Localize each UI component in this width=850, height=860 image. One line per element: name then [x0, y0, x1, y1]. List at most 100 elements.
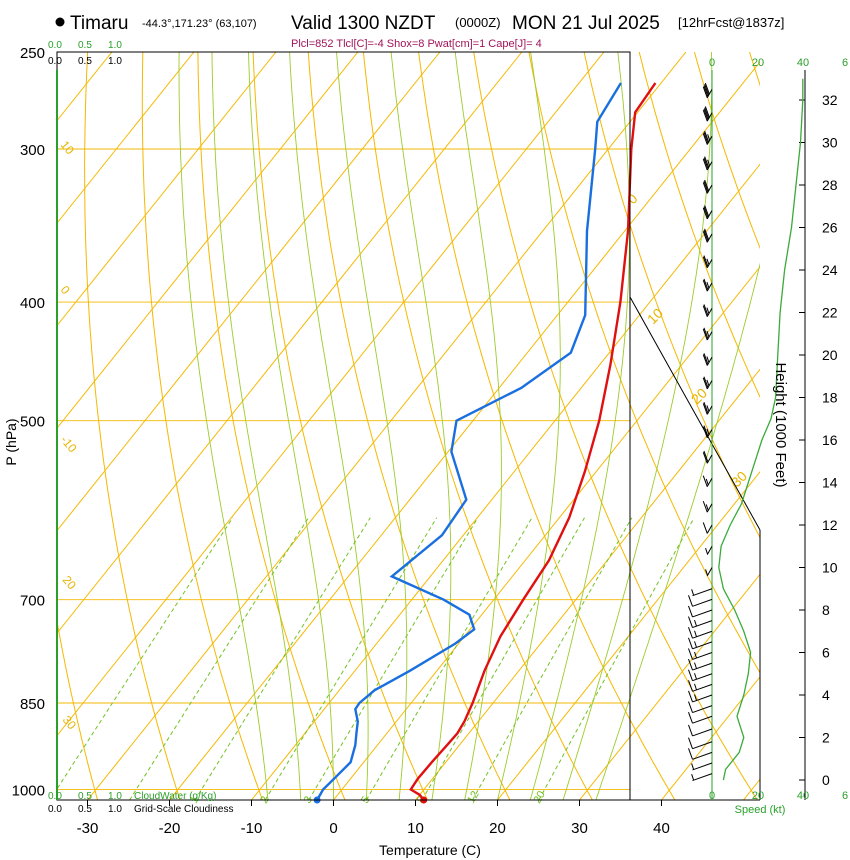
x-tick-label: 40 [653, 820, 670, 837]
barb-full-flag [703, 206, 709, 218]
height-tick-label: 12 [822, 517, 838, 533]
barb-full-flag [702, 377, 708, 390]
wind-barb [688, 701, 713, 714]
mixing-ratio-line [421, 517, 585, 800]
barb-half-flag [694, 619, 697, 627]
wind-barb [702, 402, 713, 415]
barb-full-flag [704, 84, 710, 96]
barb-staff [692, 715, 713, 724]
height-tick-label: 10 [822, 560, 838, 576]
barb-half-flag [705, 478, 709, 486]
height-tick-label: 24 [822, 262, 838, 278]
cloudiness-bottom-tick: 0.5 [78, 804, 92, 815]
barb-half-flag [707, 159, 711, 166]
barb-full-flag [702, 500, 708, 513]
header: Timaru -44.3°,171.23° (63,107) Valid 130… [55, 13, 784, 50]
mixing-ratio-line [57, 517, 234, 790]
barb-full-flag [702, 452, 708, 464]
zulu-time: (0000Z) [455, 15, 501, 30]
wind-barb [702, 500, 713, 513]
speed-top-tick: 0 [709, 57, 715, 69]
cloud-bottom-tick: 1.0 [108, 791, 122, 802]
barb-full-flag [703, 255, 709, 267]
height-tick-label: 2 [822, 730, 830, 746]
barb-staff [692, 609, 713, 618]
height-tick-label: 26 [822, 220, 838, 236]
cloudiness-bottom-tick: 0.0 [48, 804, 62, 815]
dry-adiabat-line [583, 52, 760, 539]
barb-staff [692, 751, 713, 760]
station-name: Timaru [70, 13, 128, 34]
barb-staff [692, 694, 713, 703]
mixing-ratio-label: 20 [531, 789, 548, 806]
barb-half-flag [694, 673, 697, 680]
forecast-date: MON 21 Jul 2025 [512, 13, 660, 34]
mixing-ratio-line [365, 517, 533, 800]
cloudiness-bottom-tick: 1.0 [108, 804, 122, 815]
height-tick-label: 28 [822, 177, 838, 193]
wind-barb [691, 588, 713, 597]
barb-half-flag [691, 774, 695, 781]
wind-barb [688, 648, 713, 660]
barb-full-flag [688, 648, 693, 660]
wind-barb [688, 605, 713, 618]
mixing-ratio-line [472, 517, 633, 800]
barb-full-flag [702, 158, 708, 171]
barb-full-flag [703, 402, 709, 414]
cloud-water-label: CloudWater (g/Kg) [134, 791, 216, 802]
barb-half-flag [694, 651, 697, 659]
height-tick-label: 20 [822, 347, 838, 363]
temperature-line [409, 82, 657, 801]
pressure-tick-label: 850 [20, 696, 45, 713]
wind-barb [702, 475, 713, 487]
height-tick-label: 4 [822, 687, 830, 703]
barb-staff [692, 683, 713, 692]
speed-top-tick: 6 [842, 57, 848, 69]
pressure-tick-label: 500 [20, 414, 45, 431]
wind-barb [705, 546, 713, 555]
barb-full-flag [688, 690, 693, 703]
barb-staff [692, 641, 713, 650]
barb-full-flag [704, 179, 710, 192]
wind-barb [702, 130, 713, 145]
dewpoint-line [316, 82, 622, 801]
pressure-tick-label: 700 [20, 593, 45, 610]
barb-full-flag [703, 425, 709, 437]
wind-barb [702, 82, 713, 99]
barb-full-flag [702, 256, 708, 268]
barb-full-flag [704, 156, 710, 168]
mixing-ratio-line [194, 517, 371, 800]
mixing-ratio-line [538, 517, 695, 800]
barb-half-flag [706, 379, 710, 387]
barb-half-flag [706, 330, 710, 338]
barb-full-flag [704, 106, 710, 118]
wind-barb [702, 327, 713, 341]
wind-barb [688, 748, 713, 760]
barb-staff [692, 652, 713, 660]
barb-full-flag [703, 229, 709, 242]
wind-barb [688, 595, 713, 607]
barb-half-flag [705, 569, 709, 576]
dry-adiabat-line [528, 52, 760, 674]
isotherm-line [57, 52, 441, 532]
wind-barb [688, 627, 713, 639]
x-tick-label: -30 [77, 820, 99, 837]
speed-bottom-tick: 20 [752, 790, 764, 802]
x-tick-label: 0 [329, 820, 337, 837]
wind-barb [688, 690, 713, 703]
barb-full-flag [702, 426, 708, 438]
barb-full-flag [702, 279, 708, 292]
barb-staff [706, 524, 713, 534]
barb-full-flag [688, 724, 693, 737]
barb-half-flag [705, 548, 709, 555]
wind-barb [702, 304, 713, 317]
barb-staff [692, 728, 713, 737]
cloud-bottom-tick: 0.0 [48, 791, 62, 802]
height-axis-label: Height (1000 Feet) [772, 362, 789, 487]
wind-barb [705, 567, 713, 577]
x-tick-label: -20 [159, 820, 181, 837]
barb-full-flag [702, 328, 708, 341]
barb-half-flag [694, 694, 697, 701]
isotherm-line [57, 52, 523, 634]
